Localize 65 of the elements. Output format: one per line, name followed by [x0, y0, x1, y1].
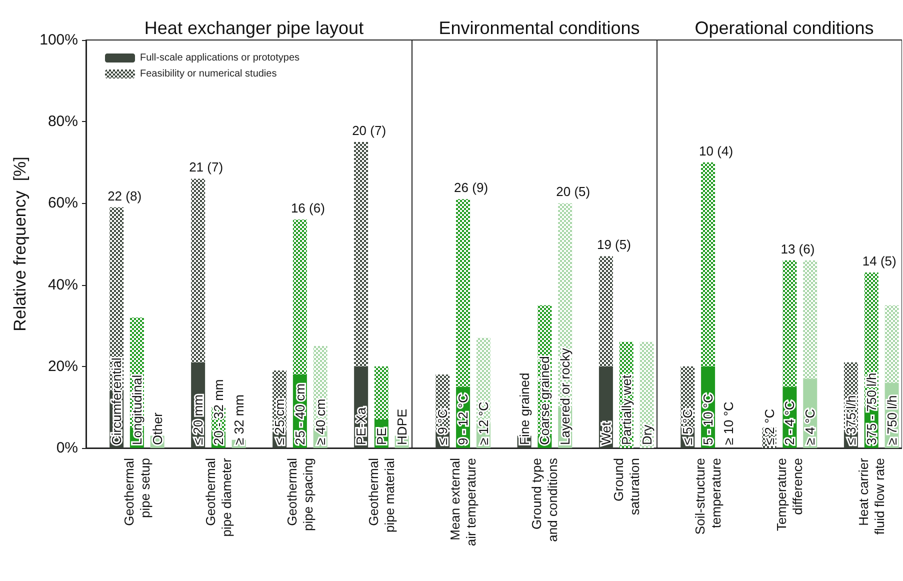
- x-tick-label: ≤ 25 cm: [272, 398, 288, 445]
- x-tick-label: ≤ 5 °C: [680, 408, 695, 445]
- chart-title: Environmental conditions: [438, 18, 640, 38]
- annotation: 16 (6): [290, 200, 325, 216]
- x-tick-label: ≥ 750 l/h: [884, 395, 899, 445]
- x-tick-label: ≥ 4 °C: [802, 408, 818, 445]
- x-tick-label: Layered or rocky: [558, 348, 573, 445]
- y-tick-label: 100%: [40, 32, 78, 48]
- x-tick-label: PE: [374, 427, 389, 445]
- bar: [354, 142, 368, 366]
- x-tick-label: ≤ 9 °C: [435, 408, 450, 445]
- bar: [782, 260, 796, 387]
- y-tick-label: 80%: [48, 113, 78, 130]
- y-tick-label: 40%: [48, 276, 78, 294]
- x-tick-label: ≥ 12 °C: [476, 402, 491, 445]
- x-tick-label: Coarse grained: [537, 356, 552, 445]
- bar: [191, 178, 206, 362]
- bar: [700, 162, 715, 366]
- x-tick-label: ≥ 10 °C: [720, 402, 736, 445]
- text: Ground saturation: [610, 458, 642, 516]
- bar: [884, 305, 898, 383]
- bar: [456, 199, 470, 387]
- bar: [598, 256, 613, 366]
- chart-title: Heat exchanger pipe layout: [144, 18, 364, 38]
- x-tick-label: 375 - 750 l/h: [863, 372, 878, 445]
- x-tick-label: 20 - 32 mm: [210, 379, 226, 445]
- legend-label: Full-scale applications or prototypes: [140, 52, 300, 64]
- y-tick-label: 20%: [48, 358, 78, 375]
- bar: [802, 260, 817, 379]
- x-tick-label: ≥ 32 mm: [231, 394, 246, 445]
- y-tick-label: 0%: [56, 440, 78, 456]
- legend-label: Feasibility or numerical studies: [140, 68, 277, 80]
- x-tick-label: PE-Xa: [354, 406, 369, 445]
- annotation: 19 (5): [596, 237, 631, 252]
- bar: [292, 220, 307, 375]
- y-tick-label: 60%: [48, 194, 78, 212]
- x-tick-label: ≤ 375 l/h: [842, 395, 858, 445]
- x-tick-label: Longitudinal: [129, 374, 144, 445]
- annotation: 26 (9): [454, 180, 488, 196]
- x-tick-label: Dry: [639, 424, 654, 445]
- x-tick-label: 25 - 40 cm: [292, 384, 308, 445]
- annotation: 20 (7): [352, 123, 386, 138]
- annotation: 22 (8): [108, 188, 142, 204]
- x-tick-label: Fine grained: [516, 372, 532, 445]
- x-tick-label: HDPE: [394, 408, 410, 445]
- annotation: 10 (4): [698, 143, 733, 158]
- x-tick-label: Wet: [598, 422, 614, 445]
- y-axis-title: Relative frequency [%]: [10, 156, 30, 332]
- x-tick-label: ≤ 2 °C: [761, 408, 776, 445]
- chart-title: Operational conditions: [694, 18, 874, 38]
- x-tick-label: 9 - 12 °C: [456, 394, 471, 445]
- x-tick-label: ≥ 40 cm: [312, 398, 328, 445]
- text: Geothermal pipe setup: [121, 458, 152, 526]
- annotation: 20 (5): [556, 184, 590, 200]
- text: Temperature difference: [774, 458, 805, 531]
- annotation: 13 (6): [780, 241, 814, 256]
- x-tick-label: Partially wet: [618, 374, 634, 445]
- annotation: 14 (5): [862, 254, 896, 269]
- x-tick-label: 2 - 4 °C: [782, 400, 797, 445]
- x-tick-label: 5 - 10 °C: [700, 394, 716, 445]
- x-tick-label: ≤ 20 mm: [190, 394, 206, 445]
- x-tick-label: Other: [150, 412, 165, 445]
- annotation: 21 (7): [189, 160, 224, 175]
- x-tick-label: Circumferential: [109, 357, 124, 445]
- bar: [374, 366, 388, 420]
